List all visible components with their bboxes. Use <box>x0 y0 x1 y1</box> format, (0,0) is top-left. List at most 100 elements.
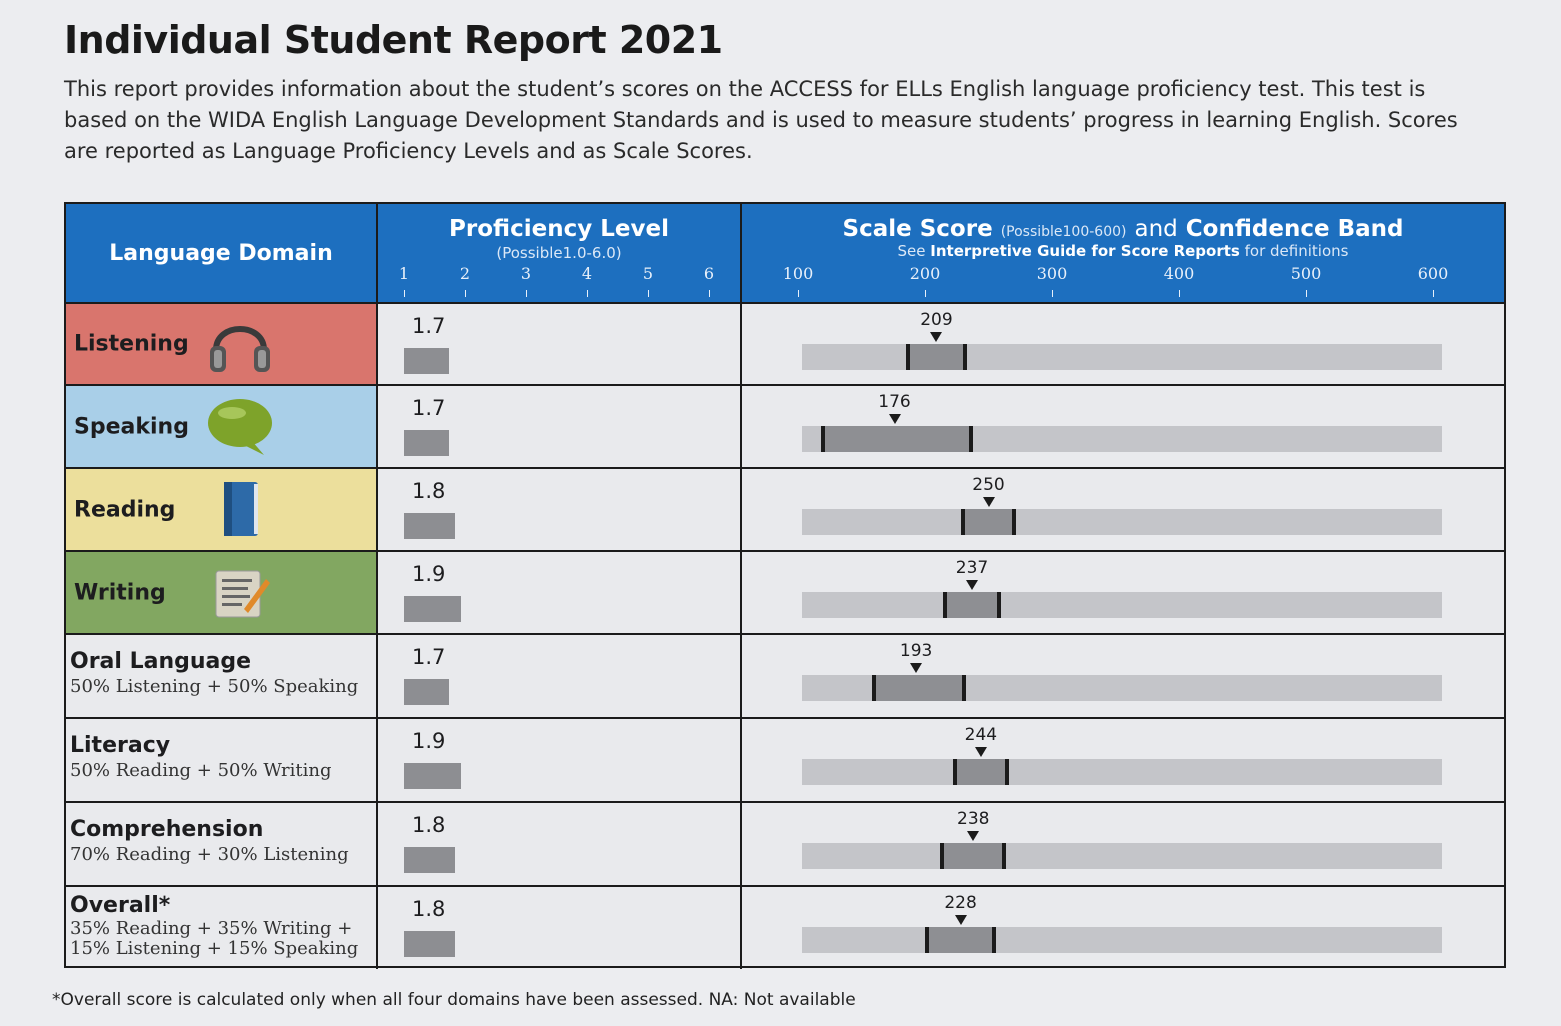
score-track <box>802 509 1442 535</box>
scale-score-cell: 193 <box>742 635 1504 717</box>
scale-tick-mark <box>925 290 926 297</box>
scale-score-value: 176 <box>878 392 911 412</box>
score-table: Language Domain Proficiency Level (Possi… <box>64 202 1506 969</box>
domain-name: Overall* <box>70 893 171 918</box>
proficiency-level-bar <box>404 847 455 873</box>
proficiency-level-value: 1.7 <box>412 396 446 420</box>
domain-formula: 35% Reading + 35% Writing + <box>70 918 353 939</box>
report-intro: This report provides information about t… <box>64 77 1458 163</box>
scale-score-cell: 244 <box>742 719 1504 801</box>
prof-tick-mark <box>404 290 405 297</box>
header-confidence-band: Confidence Band <box>1185 216 1404 242</box>
score-marker <box>888 414 901 424</box>
scale-tick-label: 600 <box>1417 264 1449 283</box>
scale-score-value: 193 <box>899 641 933 661</box>
domain-name: Speaking <box>74 414 189 439</box>
prof-tick-mark <box>526 290 527 297</box>
domain-cell: Speaking <box>66 386 378 467</box>
proficiency-level-bar <box>404 679 449 705</box>
proficiency-level-value: 1.8 <box>412 897 446 921</box>
proficiency-cell: 1.8 <box>378 887 742 969</box>
scale-tick-mark <box>798 290 799 297</box>
domain-name: Writing <box>74 580 166 605</box>
proficiency-cell: 1.7 <box>378 386 742 467</box>
header-prof-title: Proficiency Level <box>449 216 669 242</box>
scale-score-cell: 238 <box>742 803 1504 885</box>
header-scale-title: Scale Score <box>842 216 993 242</box>
domain-cell: Overall* 35% Reading + 35% Writing +15% L… <box>66 887 378 969</box>
confidence-band <box>942 592 1002 618</box>
confidence-band <box>940 843 1007 869</box>
domain-cell: Writing <box>66 552 378 633</box>
table-row: Writing 1.9 237 <box>66 550 1504 633</box>
scale-score-value: 250 <box>972 475 1005 495</box>
proficiency-level-bar <box>404 430 449 456</box>
header-domain-label: Language Domain <box>109 240 333 266</box>
prof-tick-label: 3 <box>520 264 532 283</box>
score-marker <box>910 663 923 673</box>
scale-score-value: 238 <box>957 809 990 829</box>
prof-tick-mark <box>465 290 466 297</box>
header-language-domain: Language Domain <box>66 204 378 302</box>
domain-cell: Listening <box>66 304 378 384</box>
domain-cell: Reading <box>66 469 378 550</box>
score-marker <box>982 497 995 507</box>
header-scale-possible: (Possible100-600) <box>1000 224 1127 240</box>
domain-formula: 70% Reading + 30% Listening <box>70 844 349 865</box>
writing-paper-icon <box>215 570 270 617</box>
domain-formula: 15% Listening + 15% Speaking <box>70 938 359 959</box>
score-track <box>802 843 1442 869</box>
proficiency-level-value: 1.7 <box>412 645 446 669</box>
score-track <box>802 592 1442 618</box>
score-track <box>802 927 1442 953</box>
prof-tick-label: 4 <box>581 264 593 283</box>
domain-name: Reading <box>74 497 176 522</box>
page-title: Individual Student Report 2021 <box>64 18 723 62</box>
scale-score-cell: 237 <box>742 552 1504 633</box>
score-marker <box>954 915 967 925</box>
domain-formula: 50% Reading + 50% Writing <box>70 760 332 781</box>
domain-name: Comprehension <box>70 817 264 842</box>
scale-score-value: 209 <box>920 310 953 330</box>
table-row: Listening 1.7 209 <box>66 302 1504 384</box>
scale-tick-label: 100 <box>782 264 814 283</box>
confidence-band <box>905 344 967 370</box>
table-row: Overall* 35% Reading + 35% Writing +15% L… <box>66 885 1504 969</box>
score-track <box>802 759 1442 785</box>
score-marker <box>930 332 943 342</box>
prof-tick-mark <box>587 290 588 297</box>
proficiency-level-value: 1.8 <box>412 479 446 503</box>
scale-score-cell: 228 <box>742 887 1504 969</box>
proficiency-level-value: 1.9 <box>412 562 446 586</box>
table-row: Speaking 1.7 176 <box>66 384 1504 467</box>
book-icon <box>224 481 258 536</box>
scale-score-value: 244 <box>964 725 998 745</box>
prof-tick-mark <box>648 290 649 297</box>
score-marker <box>974 747 987 757</box>
scale-score-cell: 209 <box>742 304 1504 384</box>
scale-score-value: 228 <box>944 893 977 913</box>
scale-score-cell: 250 <box>742 469 1504 550</box>
scale-tick-label: 200 <box>909 264 941 283</box>
proficiency-cell: 1.9 <box>378 719 742 801</box>
domain-name: Listening <box>74 331 189 357</box>
proficiency-level-bar <box>404 763 461 789</box>
table-row: Comprehension 70% Reading + 30% Listening… <box>66 801 1504 885</box>
table-row: Literacy 50% Reading + 50% Writing 1.9 244 <box>66 717 1504 801</box>
scale-tick-mark <box>1306 290 1307 297</box>
prof-tick-label: 6 <box>703 264 715 283</box>
prof-tick-label: 1 <box>398 264 410 283</box>
proficiency-cell: 1.8 <box>378 803 742 885</box>
table-row: Oral Language 50% Listening + 50% Speakin… <box>66 633 1504 717</box>
confidence-band <box>952 759 1009 785</box>
proficiency-level-bar <box>404 596 461 622</box>
header-guide-link: Interpretive Guide for Score Reports <box>930 242 1240 260</box>
header-see: See <box>897 242 926 260</box>
scale-score-value: 237 <box>955 558 989 578</box>
proficiency-cell: 1.9 <box>378 552 742 633</box>
confidence-band <box>925 927 997 953</box>
prof-tick-mark <box>709 290 710 297</box>
header-defs: for definitions <box>1244 242 1349 260</box>
domain-name: Oral Language <box>70 649 252 674</box>
domain-formula: 50% Listening + 50% Speaking <box>70 676 359 697</box>
